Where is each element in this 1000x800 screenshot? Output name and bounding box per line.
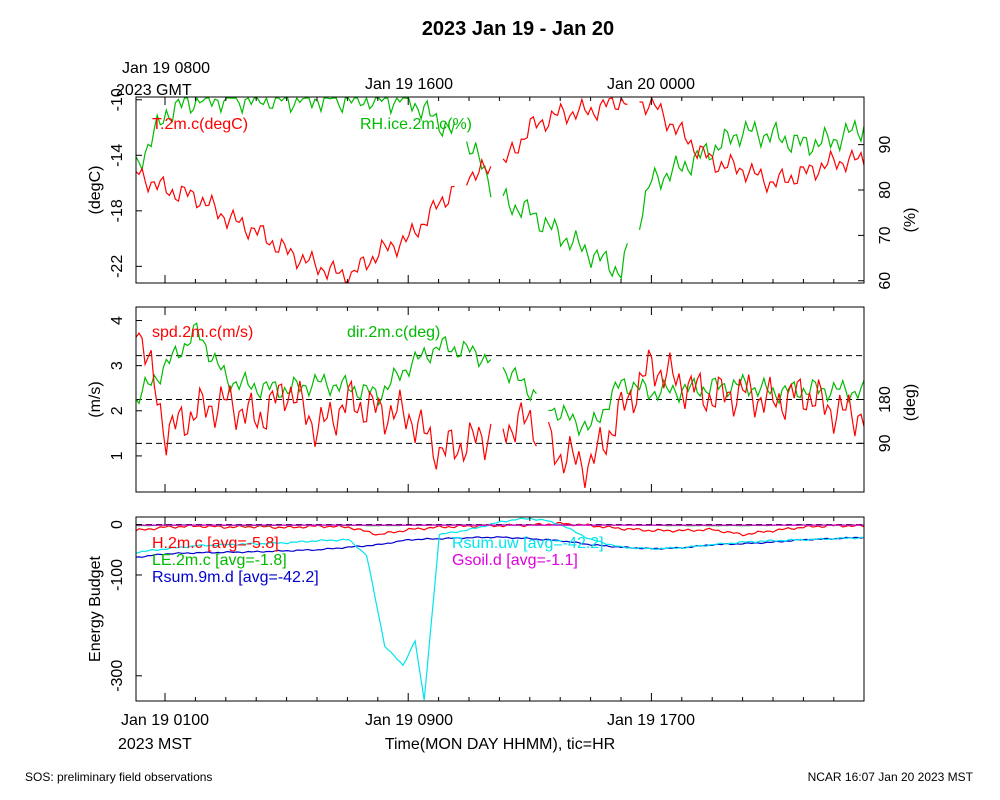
legend-wind-speed: spd.2m.c(m/s) (152, 324, 253, 341)
wind-dir-y2tick-label: 180 (877, 386, 894, 413)
wind-speed-ytick-label: 1 (109, 451, 126, 460)
wind-speed-line (135, 332, 865, 488)
energy-ytick-label: 0 (109, 520, 126, 529)
rh-ice-line (135, 96, 865, 280)
energy-ytick-label: -100 (109, 559, 126, 591)
wind-speed-ytick-label: 4 (109, 316, 126, 325)
top-axis-first-label-line2: 2023 GMT (116, 82, 192, 99)
panel-wind: 4 3 2 1 180 90 (m/s) (deg) spd.2m.c(m/s) dir.2m.c… (87, 306, 919, 493)
legend-rh-ice: RH.ice.2m.c(%) (360, 116, 472, 133)
temperature-axis-title: (degC) (87, 166, 104, 215)
x-axis-title: Time(MON DAY HHMM), tic=HR (385, 736, 615, 753)
panel-3-frame (135, 516, 865, 702)
rh-y2tick-label: 80 (877, 181, 894, 199)
legend-wind-direction: dir.2m.c(deg) (347, 324, 440, 341)
wind-dir-axis-title: (deg) (902, 384, 919, 421)
footer-left: SOS: preliminary field observations (25, 770, 212, 784)
legend-gsoil-d: Gsoil.d [avg=-1.1] (452, 552, 578, 569)
legend-h-2m-c: H.2m.c [avg=-5.8] (152, 535, 279, 552)
bottom-axis-first-label-line2: 2023 MST (118, 736, 192, 753)
rh-y2tick-label: 70 (877, 226, 894, 244)
temperature-ytick-label: -18 (109, 199, 126, 222)
legend-temperature: T.2m.c(degC) (152, 116, 248, 133)
rh-y2tick-label: 60 (877, 272, 894, 290)
top-axis-first-label-line1: Jan 19 0800 (122, 60, 210, 77)
wind-speed-ytick-label: 3 (109, 361, 126, 370)
legend-rsum-9m-d: Rsum.9m.d [avg=-42.2] (152, 569, 319, 586)
footer-right: NCAR 16:07 Jan 20 2023 MST (808, 770, 974, 784)
panel-energy-budget: 0 -100 -300 Energy Budget H.2m.c [avg=-5.8]L… (87, 516, 865, 702)
energy-ytick-label: -300 (109, 660, 126, 692)
temperature-ytick-label: -22 (109, 255, 126, 278)
panel-temperature-humidity: -10 -14 -18 -22 90 80 70 60 (degC) (%) T.2m.c(degC… (87, 88, 919, 290)
wind-speed-axis-title: (m/s) (87, 381, 104, 417)
temperature-line (135, 96, 865, 283)
chart-panels: -10 -14 -18 -22 90 80 70 60 (degC) (%) T.2m.c(degC… (87, 88, 919, 702)
wind-speed-ytick-label: 2 (109, 406, 126, 415)
legend-le-2m-c: LE.2m.c [avg=-1.8] (152, 552, 287, 569)
energy-line-rsum-9m-d (135, 536, 865, 558)
rh-y2tick-label: 90 (877, 136, 894, 154)
energy-line-rsum-uw (135, 517, 865, 701)
top-axis-label-1600: Jan 19 1600 (365, 76, 453, 93)
bottom-axis-label-0900: Jan 19 0900 (365, 712, 453, 729)
bottom-axis-first-label-line1: Jan 19 0100 (121, 712, 209, 729)
temperature-ytick-label: -10 (109, 88, 126, 111)
energy-axis-title: Energy Budget (87, 556, 104, 662)
chart-title: 2023 Jan 19 - Jan 20 (422, 18, 614, 40)
legend-rsum-uw: Rsum.uw [avg=-42.2] (452, 535, 604, 552)
top-axis-label-0000: Jan 20 0000 (607, 76, 695, 93)
rh-axis-title: (%) (902, 208, 919, 233)
wind-dir-y2tick-label: 90 (877, 434, 894, 452)
wind-direction-line (135, 322, 865, 437)
bottom-axis-label-1700: Jan 19 1700 (607, 712, 695, 729)
temperature-ytick-label: -14 (109, 144, 126, 167)
